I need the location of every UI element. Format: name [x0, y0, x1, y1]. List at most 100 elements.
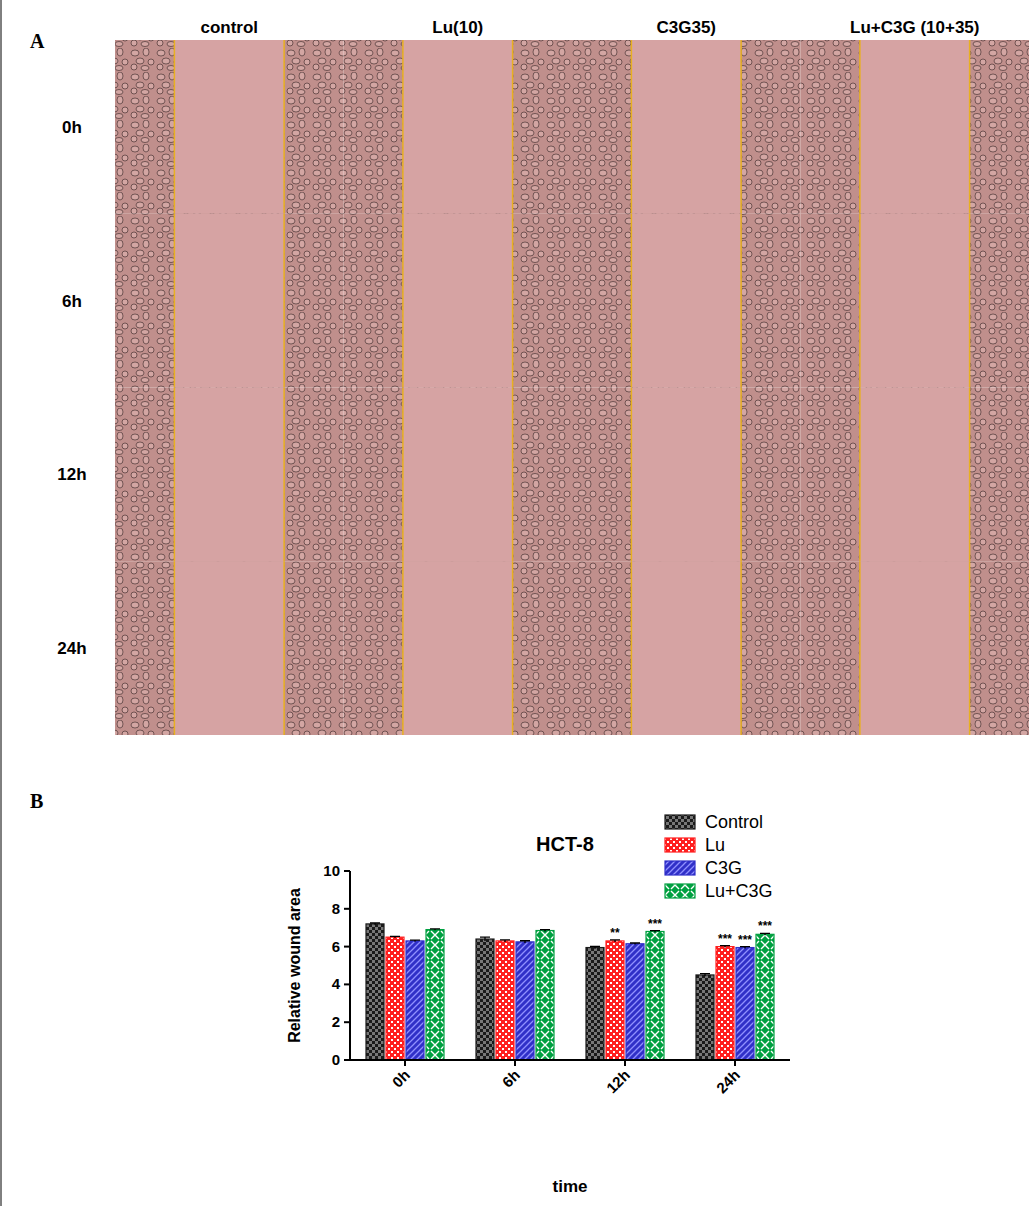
row-label: 6h [62, 292, 82, 311]
wound-edge [631, 561, 633, 735]
column-label: Lu+C3G (10+35) [850, 18, 979, 37]
x-axis [350, 1059, 790, 1061]
bars [366, 923, 774, 1060]
wound-edge [969, 40, 971, 214]
wound-area [860, 388, 970, 562]
y-tick-label: 2 [332, 1013, 340, 1030]
bar [626, 944, 644, 1060]
x-tick-label: 0h [389, 1066, 413, 1090]
bar [606, 941, 624, 1060]
chart-title: HCT-8 [536, 833, 594, 855]
bar [756, 934, 774, 1060]
error-bar [370, 923, 380, 925]
bar [386, 937, 404, 1060]
wound-area [403, 40, 513, 214]
micrograph [801, 388, 1029, 562]
wound-edge [859, 40, 861, 214]
error-bar [760, 933, 770, 935]
wound-area [860, 214, 970, 388]
micrograph [344, 40, 573, 214]
x-tick [514, 1060, 516, 1066]
wound-edge [969, 388, 971, 562]
y-tick-label: 8 [332, 900, 340, 917]
significance-label: ** [610, 926, 620, 940]
panel-a-images [115, 40, 1029, 735]
error-bar [720, 946, 730, 948]
x-tick [624, 1060, 626, 1066]
y-axis-title: Relative wound area [286, 888, 303, 1043]
column-label: Lu(10) [432, 18, 483, 37]
x-tick [404, 1060, 406, 1066]
error-bar [590, 946, 600, 948]
wound-edge [283, 214, 285, 388]
micrograph [801, 561, 1029, 735]
row-label: 12h [57, 465, 86, 484]
error-bar [390, 936, 400, 938]
wound-edge [174, 561, 176, 735]
column-label: C3G35) [656, 18, 716, 37]
x-tick-label: 6h [499, 1066, 523, 1090]
significance-label: *** [758, 919, 772, 933]
bar [646, 931, 664, 1060]
wound-edge [859, 561, 861, 735]
x-tick-label: 24h [713, 1066, 743, 1096]
y-tick [344, 983, 350, 985]
legend-label: Control [705, 812, 763, 832]
x-axis-title: time [553, 1177, 588, 1196]
error-bar [500, 940, 510, 942]
micrograph [344, 388, 573, 562]
wound-area [174, 40, 284, 214]
wound-edge [402, 561, 404, 735]
micrograph [115, 561, 344, 735]
micrograph [115, 388, 344, 562]
error-bar [540, 930, 550, 932]
micrograph [344, 561, 573, 735]
wound-edge [859, 214, 861, 388]
wound-edge [859, 388, 861, 562]
y-tick [344, 946, 350, 948]
wound-area [403, 214, 513, 388]
micrograph [115, 214, 344, 388]
bar [406, 941, 424, 1060]
wound-area [174, 388, 284, 562]
wound-edge [631, 388, 633, 562]
wound-edge [631, 40, 633, 214]
wound-area [174, 214, 284, 388]
wound-area [403, 561, 513, 735]
micrograph [572, 214, 801, 388]
micrograph [115, 40, 344, 214]
y-tick [344, 1059, 350, 1061]
error-bar [430, 929, 440, 931]
legend: ControlLuC3GLu+C3G [665, 812, 773, 901]
wound-area [631, 388, 741, 562]
wound-edge [969, 561, 971, 735]
micrograph [572, 388, 801, 562]
wound-area [631, 40, 741, 214]
legend-label: C3G [705, 858, 742, 878]
wound-edge [740, 388, 742, 562]
row-label: 24h [57, 639, 86, 658]
error-bar [520, 941, 530, 943]
annotations: ************** [610, 917, 772, 947]
significance-label: *** [648, 917, 662, 931]
wound-edge [512, 561, 514, 735]
wound-edge [174, 214, 176, 388]
wound-edge [631, 214, 633, 388]
bar [516, 942, 534, 1060]
wound-edge [174, 388, 176, 562]
wound-edge [512, 388, 514, 562]
legend-swatch [665, 861, 695, 875]
figure: AcontrolLu(10)C3G35)Lu+C3G (10+35)0h6h12… [0, 0, 1029, 1206]
micrograph [801, 40, 1029, 214]
wound-edge [174, 40, 176, 214]
frame [1, 0, 2, 1206]
error-bar [740, 947, 750, 949]
y-tick-label: 4 [332, 975, 341, 992]
error-bar [650, 931, 660, 933]
error-bar [630, 943, 640, 945]
wound-area [631, 561, 741, 735]
bar [496, 941, 514, 1060]
micrograph [801, 214, 1029, 388]
wound-edge [740, 561, 742, 735]
significance-label: *** [738, 933, 752, 947]
